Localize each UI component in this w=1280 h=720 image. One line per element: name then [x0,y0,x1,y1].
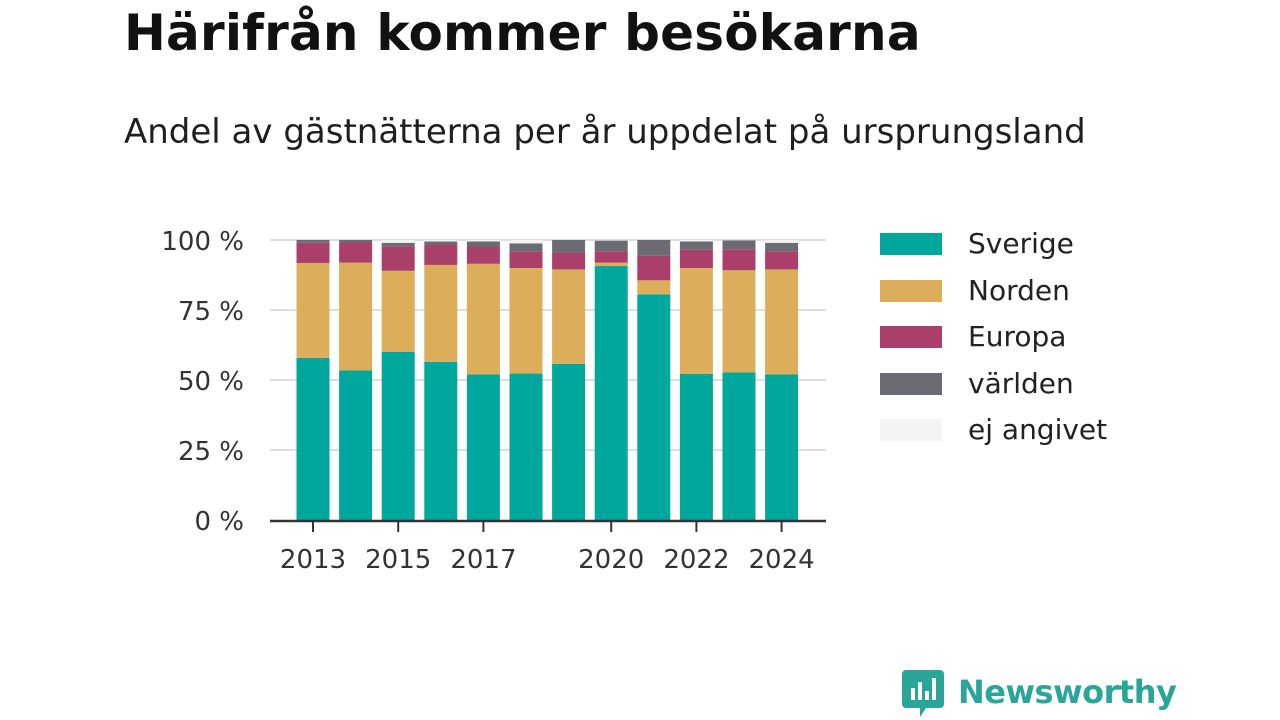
bar-segment [679,241,713,250]
legend-swatch [880,233,942,255]
bar-segment [466,241,500,247]
bar-segment [637,240,671,256]
bar-segment [466,240,500,242]
bar-segment [552,363,586,520]
bar-segment [509,240,543,244]
y-tick-label: 50 % [178,367,244,397]
x-tick-label: 2015 [365,545,431,575]
bar-segment [296,357,330,520]
bar-segment [722,249,756,271]
legend-label: ej angivet [968,413,1108,446]
bar-segment [679,373,713,520]
bar-segment [509,251,543,268]
axes: 0 % 25 % 50 % 75 % 100 % 2013 2015 2017 2020 2022… [161,227,826,575]
bars [296,240,799,520]
bar-segment [424,361,458,520]
bar-segment [637,294,671,520]
bar-segment [679,268,713,374]
bar-segment [637,280,671,295]
bar-segment [594,262,628,267]
bar-segment [722,372,756,520]
bar-segment [339,242,373,263]
chart-subtitle: Andel av gästnätterna per år uppdelat på… [124,112,1086,152]
bar-segment [594,240,628,241]
bar-segment [509,268,543,374]
legend-label: Sverige [968,227,1074,260]
bar-segment [296,242,330,263]
bar-segment [381,242,415,247]
y-tick-label: 25 % [178,437,244,467]
x-tick-label: 2024 [749,545,815,575]
legend-label: världen [968,366,1074,400]
bar-segment [552,252,586,270]
bar-segment [679,240,713,242]
y-tick-label: 100 % [161,227,244,257]
bar-segment [381,240,415,243]
bar-segment [424,264,458,362]
newsworthy-icon [902,670,944,717]
legend-label: Europa [968,320,1067,353]
bar-segment [765,374,799,520]
bar-segment [637,255,671,281]
brand-name: Newsworthy [958,673,1177,711]
legend-swatch [880,326,942,348]
bar-segment [381,352,415,520]
bar-segment [466,263,500,375]
bar-segment [594,251,628,263]
bar-segment [765,251,799,270]
bar-segment [765,269,799,375]
bar-segment [381,270,415,352]
y-tick-label: 75 % [178,297,244,327]
legend-swatch [880,419,942,441]
x-tick-label: 2013 [280,545,346,575]
bar-segment [722,270,756,373]
x-tick-label: 2022 [663,545,729,575]
bar-segment [424,244,458,265]
bar-segment [509,373,543,520]
bar-segment [509,243,543,252]
legend-swatch [880,372,942,395]
y-tick-label: 0 % [194,507,244,537]
bar-segment [594,266,628,520]
bar-segment [594,240,628,252]
bar-segment [466,247,500,264]
x-tick-label: 2020 [578,545,644,575]
bar-segment [552,269,586,364]
chart-title: Härifrån kommer besökarna [124,4,921,62]
bar-segment [424,240,458,242]
bar-segment [424,241,458,245]
x-tick-label: 2017 [450,545,516,575]
bar-segment [552,240,586,253]
bar-segment [339,370,373,520]
bar-segment [296,240,330,243]
bar-segment [765,240,799,243]
legend-label: Norden [968,273,1070,307]
bar-segment [765,242,799,252]
bar-segment [679,249,713,268]
legend-swatch [880,279,942,302]
bar-segment [339,262,373,371]
bar-segment [381,246,415,271]
bar-segment [466,374,500,520]
bar-segment [722,240,756,250]
bar-segment [339,240,373,243]
bar-segment [296,262,330,358]
